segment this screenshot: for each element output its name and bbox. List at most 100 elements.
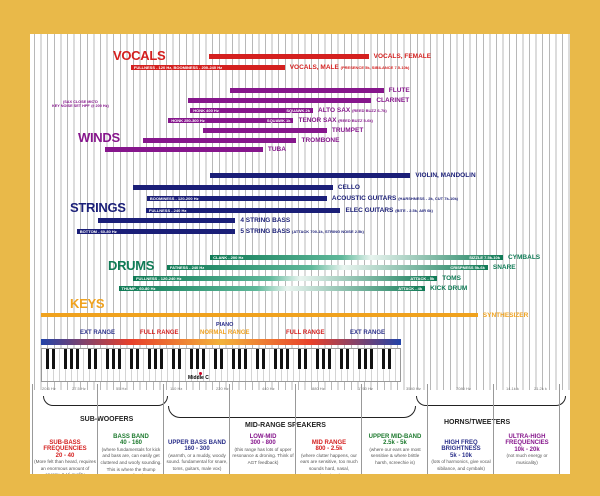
instrument-name: 4 STRING BASS: [240, 217, 291, 224]
instrument-label: VIOLIN, MANDOLIN: [415, 172, 475, 179]
instrument-label: CYMBALS: [508, 254, 540, 261]
band-description: (where our ears are most sensitive & whe…: [369, 446, 421, 465]
frequency-bar: THUMP - 60-80 Hz ATTACK - 4k: [118, 286, 426, 291]
instrument-name: ALTO SAX: [318, 107, 351, 114]
piano-black-key: [46, 349, 50, 369]
band-range: 40 - 160: [119, 440, 143, 447]
band-title: BASS BAND: [113, 434, 149, 440]
piano-black-key: [298, 349, 302, 369]
axis-tick-label: 440 Hz: [262, 386, 275, 391]
instrument-label: CLARINET: [376, 97, 409, 104]
bar-inner-label: ATTACK - 5k: [410, 276, 435, 281]
axis-tick-label: 110 Hz: [170, 386, 183, 391]
instrument-note: (ATTACK 700-1k, STRING NOISE 2.5k): [292, 229, 364, 234]
middle-c-marker-icon: [199, 372, 202, 375]
piano-black-key: [52, 349, 56, 369]
group-title-keys: KEYS: [70, 296, 105, 311]
band-description: (this range has lots of upper resonance …: [232, 446, 294, 465]
instrument-name: TROMBONE: [301, 137, 340, 144]
frequency-band: UPPER MID-BAND 2.5k - 5k (where our ears a…: [364, 434, 426, 467]
piano-black-key: [340, 349, 344, 369]
bar-inner-label: SIZZLE 7.5k-10k: [469, 255, 500, 260]
band-range: 10k - 20k: [514, 446, 540, 453]
band-title: MID RANGE: [311, 440, 347, 446]
instrument-note: (PRESENCE 5k, SIBILANCE 7.5-10k): [340, 65, 410, 70]
subwoofers-brace-icon: [43, 396, 168, 406]
horns-brace-icon: [416, 396, 566, 406]
band-range: 2.5k - 5k: [383, 440, 407, 447]
piano-keyboard: [41, 348, 401, 382]
sax-note: (SAX CLOSE MIC'D KEY NOISE SET HPF @ 200…: [52, 100, 109, 109]
axis-tick-label: 14.1k k: [506, 386, 519, 391]
frequency-band: BASS BAND 40 - 160 (where fundamentals for…: [100, 434, 162, 474]
frequency-bar: [133, 185, 333, 190]
frequency-bar: CLANK - 200 Hz SIZZLE 7.5k-10k: [210, 255, 503, 260]
band-divider: [229, 384, 230, 474]
instrument-label: ACOUSTIC GUITARS (HARSHNESS - 2k, CUT 7k…: [332, 195, 458, 202]
piano-black-key: [304, 349, 308, 369]
piano-title: PIANO: [216, 322, 234, 328]
instrument-note: (REED BUZZ 6-7k): [352, 108, 387, 113]
piano-range-ext-high: EXT RANGE: [350, 330, 386, 336]
piano-black-key: [220, 349, 224, 369]
band-description: (where fundamentals for kick and bass ar…: [100, 446, 162, 474]
frequency-bar: BOTTOM - 60-80 Hz: [76, 229, 236, 234]
axis-tick-label: 1760 Hz: [358, 386, 373, 391]
instrument-name: CYMBALS: [507, 254, 541, 261]
axis-tick-label: 3540 Hz: [406, 386, 421, 391]
piano-range-ext-low: EXT RANGE: [80, 330, 116, 336]
piano-black-key: [118, 349, 122, 369]
piano-black-key: [382, 349, 386, 369]
frequency-band: LOW-MID 300 - 800 (this range has lots of …: [232, 434, 294, 467]
piano-black-key: [214, 349, 218, 369]
midrange-brace-icon: [168, 406, 416, 418]
axis-tick-label: 21.2k k: [534, 386, 547, 391]
frequency-bar: BOOMINESS - 120-200 Hz: [146, 196, 327, 201]
bar-inner-label: BOTTOM - 60-80 Hz: [79, 229, 117, 234]
frequency-bar: FULLNESS - 120 Hz, BOOMINESS - 200-240 H…: [130, 65, 285, 70]
instrument-label: SNARE: [493, 264, 516, 271]
band-description: (warmth, or a muddy, woody sound. fundam…: [166, 452, 228, 471]
group-title-vocals: VOCALS: [113, 48, 166, 63]
frequency-bar: FULLNESS - 120-240 Hz ATTACK - 5k: [133, 276, 438, 281]
bar-inner-label: BOOMINESS - 120-200 Hz: [149, 196, 199, 201]
middle-c-label: Middle C: [188, 375, 209, 381]
piano-black-key: [178, 349, 182, 369]
piano-black-key: [322, 349, 326, 369]
piano-black-key: [76, 349, 80, 369]
piano-black-key: [196, 349, 200, 369]
speaker-subwoofers: SUB-WOOFERS: [80, 416, 134, 423]
instrument-label: TENOR SAX (REED BUZZ 5-6k): [298, 117, 372, 124]
piano-black-key: [358, 349, 362, 369]
piano-black-key: [136, 349, 140, 369]
instrument-name: CLARINET: [376, 97, 410, 104]
frequency-band: HIGH FREQ BRIGHTNESS 5k - 10k (lots of har…: [430, 440, 492, 472]
instrument-name: ELEC GUITARS: [345, 207, 394, 214]
piano-black-key: [190, 349, 194, 369]
piano-black-key: [70, 349, 74, 369]
bar-inner-label: FULLNESS - 120-240 Hz: [136, 276, 182, 281]
piano-black-key: [106, 349, 110, 369]
piano-black-key: [88, 349, 92, 369]
band-divider: [295, 384, 296, 474]
frequency-bar: HONK 400 Hz SQUAWK 2k: [190, 108, 313, 113]
frequency-bar: [98, 218, 236, 223]
instrument-name: VIOLIN, MANDOLIN: [415, 172, 476, 179]
group-title-drums: DRUMS: [108, 258, 155, 273]
band-description: (where clutter happens, our ears are sen…: [300, 452, 358, 474]
bar-inner-label: ATTACK - 4k: [398, 286, 423, 291]
band-divider: [97, 384, 98, 474]
piano-range-bar: [41, 339, 401, 345]
band-description: (not much energy or musicality): [506, 453, 548, 465]
instrument-label: FLUTE: [389, 87, 410, 94]
frequency-bar: FATNESS - 240 Hz CRISPNESS 5k-6k: [166, 265, 488, 270]
frequency-chart: VOCALS WINDS STRINGS DRUMS KEYS VOCALS, FEMAL…: [30, 34, 570, 474]
band-divider: [427, 384, 428, 474]
piano-black-key: [328, 349, 332, 369]
speaker-midrange: MID-RANGE SPEAKERS: [245, 422, 326, 429]
instrument-label: TRUMPET: [332, 127, 363, 134]
piano-range-normal: NORMAL RANGE: [200, 330, 250, 336]
group-title-strings: STRINGS: [70, 200, 126, 215]
instrument-label: 4 STRING BASS: [240, 217, 290, 224]
piano-range-full-low: FULL RANGE: [140, 330, 179, 336]
